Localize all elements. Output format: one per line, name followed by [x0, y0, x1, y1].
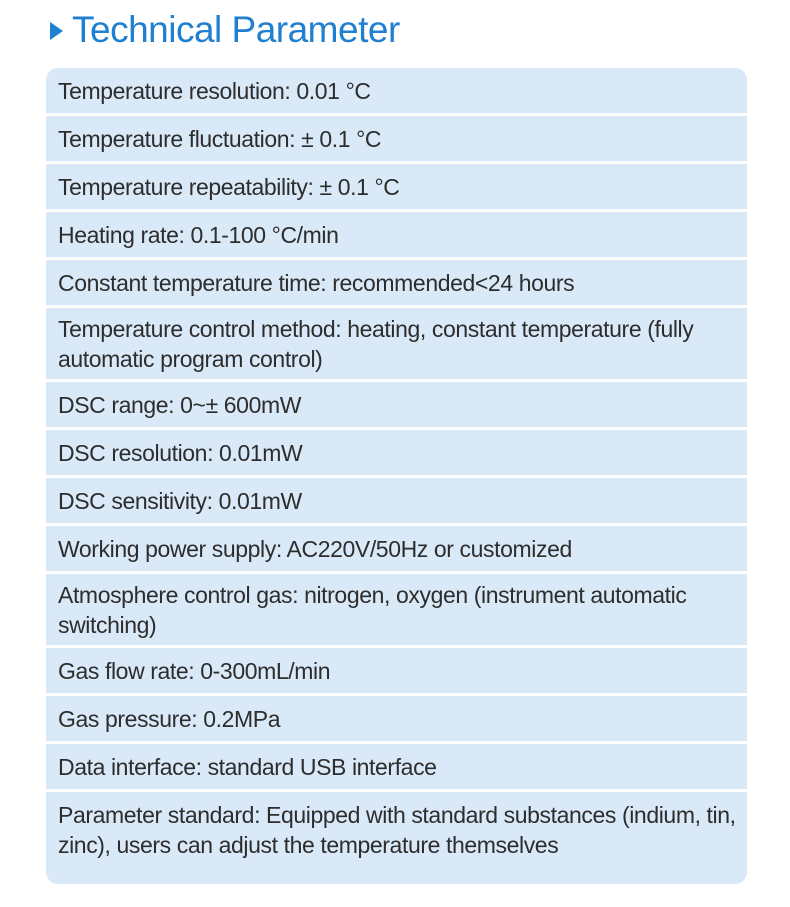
parameter-row-working-power-supply: Working power supply: AC220V/50Hz or cus… [46, 526, 747, 574]
parameter-text: Temperature repeatability: ± 0.1 °C [58, 173, 400, 200]
parameter-text: Heating rate: 0.1-100 °C/min [58, 221, 339, 248]
parameter-row-gas-flow-rate: Gas flow rate: 0-300mL/min [46, 648, 747, 696]
play-triangle-icon [50, 22, 63, 40]
section-title: Technical Parameter [72, 9, 400, 50]
parameter-text: Gas pressure: 0.2MPa [58, 705, 281, 732]
parameter-row-dsc-resolution: DSC resolution: 0.01mW [46, 430, 747, 478]
section-header: Technical Parameter [50, 6, 400, 54]
parameter-row-temperature-repeatability: Temperature repeatability: ± 0.1 °C [46, 164, 747, 212]
parameter-row-data-interface: Data interface: standard USB interface [46, 744, 747, 792]
parameter-row-gas-pressure: Gas pressure: 0.2MPa [46, 696, 747, 744]
parameter-row-dsc-sensitivity: DSC sensitivity: 0.01mW [46, 478, 747, 526]
parameter-text: Constant temperature time: recommended<2… [58, 269, 575, 296]
parameter-text: Parameter standard: Equipped with standa… [58, 802, 736, 858]
parameter-row-parameter-standard: Parameter standard: Equipped with standa… [46, 792, 747, 868]
parameter-row-constant-temperature-time: Constant temperature time: recommended<2… [46, 260, 747, 308]
parameter-row-temperature-control-method: Temperature control method: heating, con… [46, 308, 747, 382]
parameter-text: Working power supply: AC220V/50Hz or cus… [58, 535, 572, 562]
parameter-row-temperature-resolution: Temperature resolution: 0.01 °C [46, 68, 747, 116]
parameter-row-temperature-fluctuation: Temperature fluctuation: ± 0.1 °C [46, 116, 747, 164]
parameter-row-atmosphere-control-gas: Atmosphere control gas: nitrogen, oxygen… [46, 574, 747, 648]
parameter-table: Temperature resolution: 0.01 °C Temperat… [46, 68, 747, 884]
parameter-text: DSC resolution: 0.01mW [58, 439, 303, 466]
parameter-text: Temperature resolution: 0.01 °C [58, 77, 371, 104]
parameter-text: Atmosphere control gas: nitrogen, oxygen… [58, 581, 687, 638]
parameter-text: DSC range: 0~± 600mW [58, 391, 302, 418]
parameter-text: Data interface: standard USB interface [58, 753, 437, 780]
parameter-row-dsc-range: DSC range: 0~± 600mW [46, 382, 747, 430]
parameter-row-heating-rate: Heating rate: 0.1-100 °C/min [46, 212, 747, 260]
parameter-text: Gas flow rate: 0-300mL/min [58, 657, 331, 684]
parameter-text: DSC sensitivity: 0.01mW [58, 487, 302, 514]
parameter-text: Temperature control method: heating, con… [58, 315, 694, 372]
parameter-text: Temperature fluctuation: ± 0.1 °C [58, 125, 382, 152]
